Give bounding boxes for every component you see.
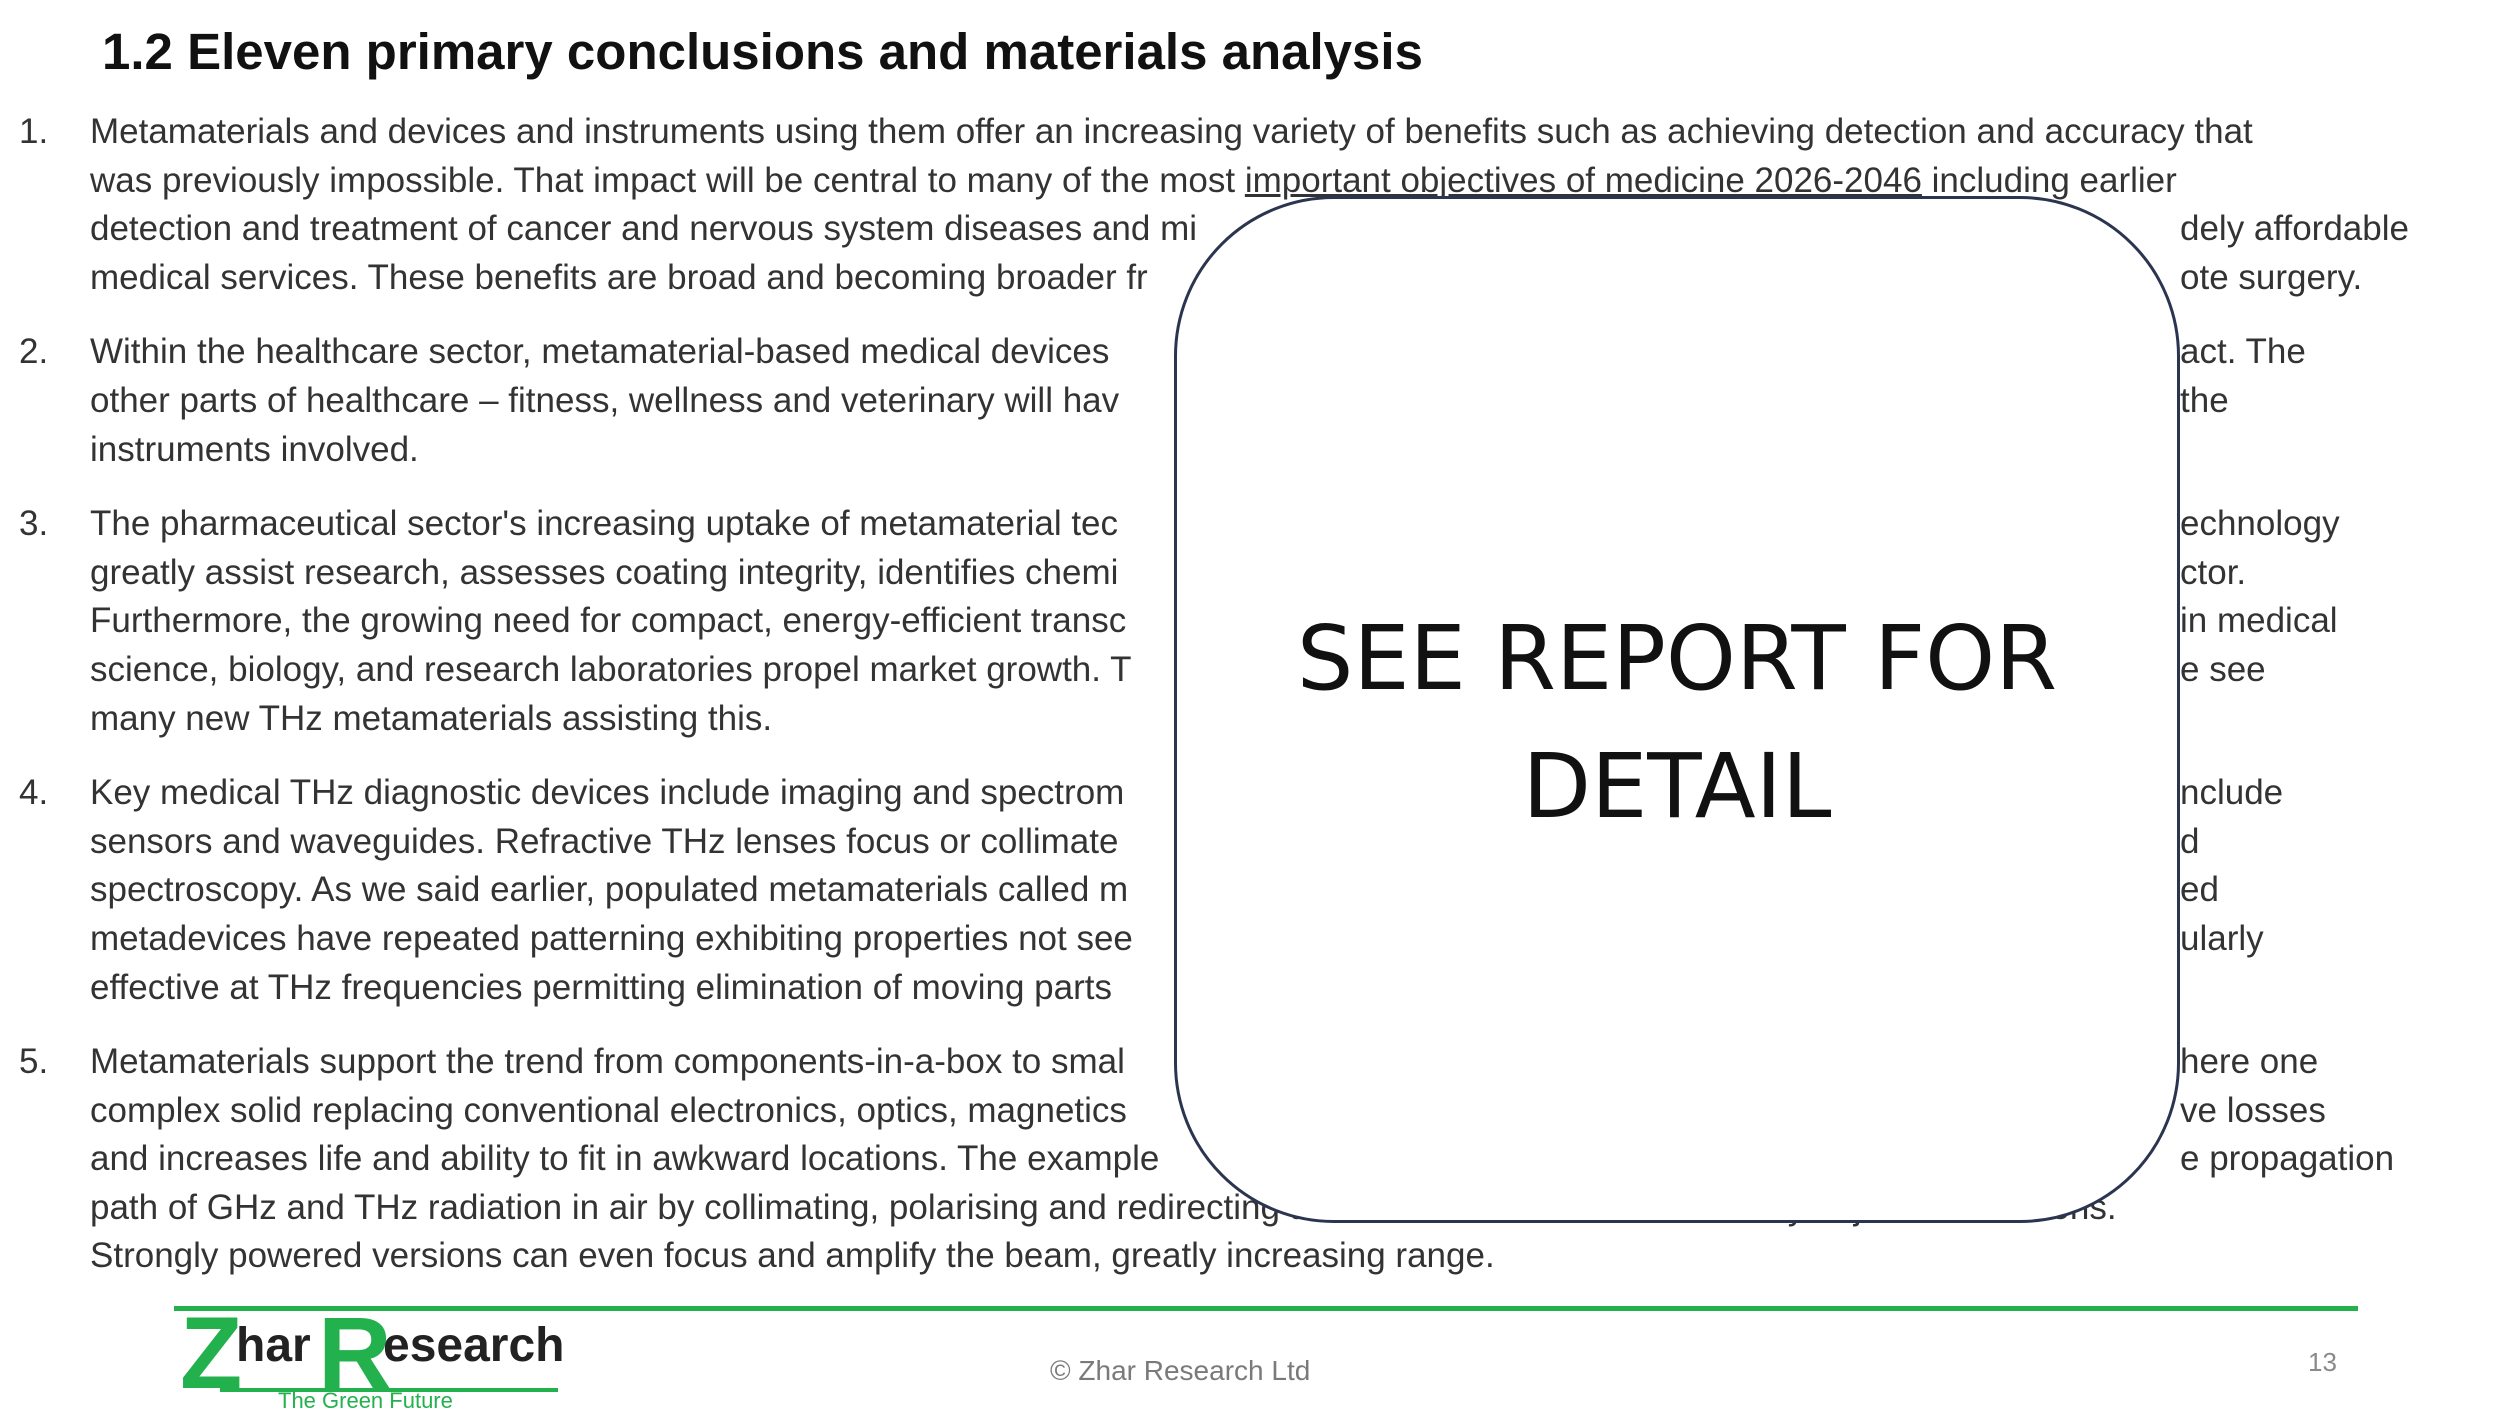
text-line: spectroscopy. As we said earlier, popula…: [90, 870, 1129, 910]
copyright-notice: © Zhar Research Ltd: [1050, 1355, 1311, 1386]
text-line: many new THz metamaterials assisting thi…: [90, 698, 773, 738]
see-report-overlay: SEE REPORT FOR DETAIL: [1174, 196, 2180, 1223]
line-tail: e see: [2180, 649, 2266, 689]
text-line: The pharmaceutical sector's increasing u…: [90, 504, 1119, 544]
slide-title: 1.2 Eleven primary conclusions and mater…: [102, 23, 1423, 80]
line-tail: dely affordable: [2180, 209, 2409, 249]
text-line: Metamaterials support the trend from com…: [90, 1042, 1125, 1082]
text-line: science, biology, and research laborator…: [90, 649, 1132, 689]
line-tail: the: [2180, 380, 2229, 420]
list-item: 3. The pharmaceutical sector's increasin…: [0, 500, 2400, 743]
line-tail: e propagation: [2180, 1139, 2395, 1179]
text-line: medical services. These benefits are bro…: [90, 257, 1148, 297]
item-text: Within the healthcare sector, metamateri…: [90, 328, 2390, 474]
text-line: detection and treatment of cancer and ne…: [90, 209, 1197, 249]
text-line: effective at THz frequencies permitting …: [90, 967, 1112, 1007]
line-tail: ularly: [2180, 918, 2264, 958]
text-line: Metamaterials and devices and instrument…: [90, 112, 2253, 151]
line-tail: here one: [2180, 1042, 2319, 1082]
logo-underline: [220, 1388, 558, 1392]
line-tail: echnology: [2180, 504, 2340, 544]
footer-divider: [174, 1306, 2358, 1311]
list-item: 4. Key medical THz diagnostic devices in…: [0, 769, 2400, 1012]
item-number: 5.: [19, 1042, 49, 1082]
text-line: Key medical THz diagnostic devices inclu…: [90, 773, 1125, 813]
logo-letter-r: R: [318, 1296, 392, 1410]
text-line: Within the healthcare sector, metamateri…: [90, 332, 1110, 372]
logo-letter-z: Z: [180, 1296, 243, 1410]
list-item: 1. Metamaterials and devices and instrum…: [0, 108, 2400, 302]
text-line: Furthermore, the growing need for compac…: [90, 601, 1127, 641]
line-tail: ed: [2180, 870, 2219, 910]
line-tail: ote surgery.: [2180, 257, 2363, 297]
line-tail: ctor.: [2180, 552, 2247, 592]
line-tail: d: [2180, 821, 2200, 861]
logo-text-har: har: [236, 1319, 311, 1372]
logo-text-esearch: esearch: [383, 1319, 565, 1372]
text-line: was previously impossible. That impact w…: [90, 160, 2177, 200]
zhar-research-logo: Z har R esearch The Green Future: [178, 1302, 568, 1412]
overlay-message: SEE REPORT FOR DETAIL: [1297, 594, 2057, 850]
text-line: instruments involved.: [90, 429, 419, 469]
item-text: Key medical THz diagnostic devices inclu…: [90, 769, 2390, 1012]
item-number: 3.: [19, 504, 49, 544]
text-line: Strongly powered versions can even focus…: [90, 1236, 1495, 1276]
underlined-phrase: important objectives of medicine 2026-20…: [1244, 160, 1922, 200]
text-line: sensors and waveguides. Refractive THz l…: [90, 821, 1119, 861]
item-text: Metamaterials and devices and instrument…: [90, 108, 2390, 302]
overlay-line: SEE REPORT FOR: [1296, 606, 2058, 710]
text-line: greatly assist research, assesses coatin…: [90, 552, 1119, 592]
item-number: 1.: [19, 112, 49, 151]
item-text: The pharmaceutical sector's increasing u…: [90, 500, 2390, 743]
overlay-line: DETAIL: [1522, 734, 1832, 838]
item-number: 4.: [19, 773, 49, 813]
page-number: 13: [2308, 1347, 2337, 1377]
item-number: 2.: [19, 332, 49, 372]
text-line: complex solid replacing conventional ele…: [90, 1090, 1127, 1130]
text-line: and increases life and ability to fit in…: [90, 1139, 1160, 1179]
line-tail: act. The: [2180, 332, 2306, 372]
line-tail: nclude: [2180, 773, 2284, 813]
list-item: 2. Within the healthcare sector, metamat…: [0, 328, 2400, 474]
text-line: metadevices have repeated patterning exh…: [90, 918, 1133, 958]
line-tail: in medical: [2180, 601, 2338, 641]
text-line: other parts of healthcare – fitness, wel…: [90, 380, 1120, 420]
logo-tagline: The Green Future: [278, 1388, 453, 1413]
line-tail: ve losses: [2180, 1090, 2326, 1130]
